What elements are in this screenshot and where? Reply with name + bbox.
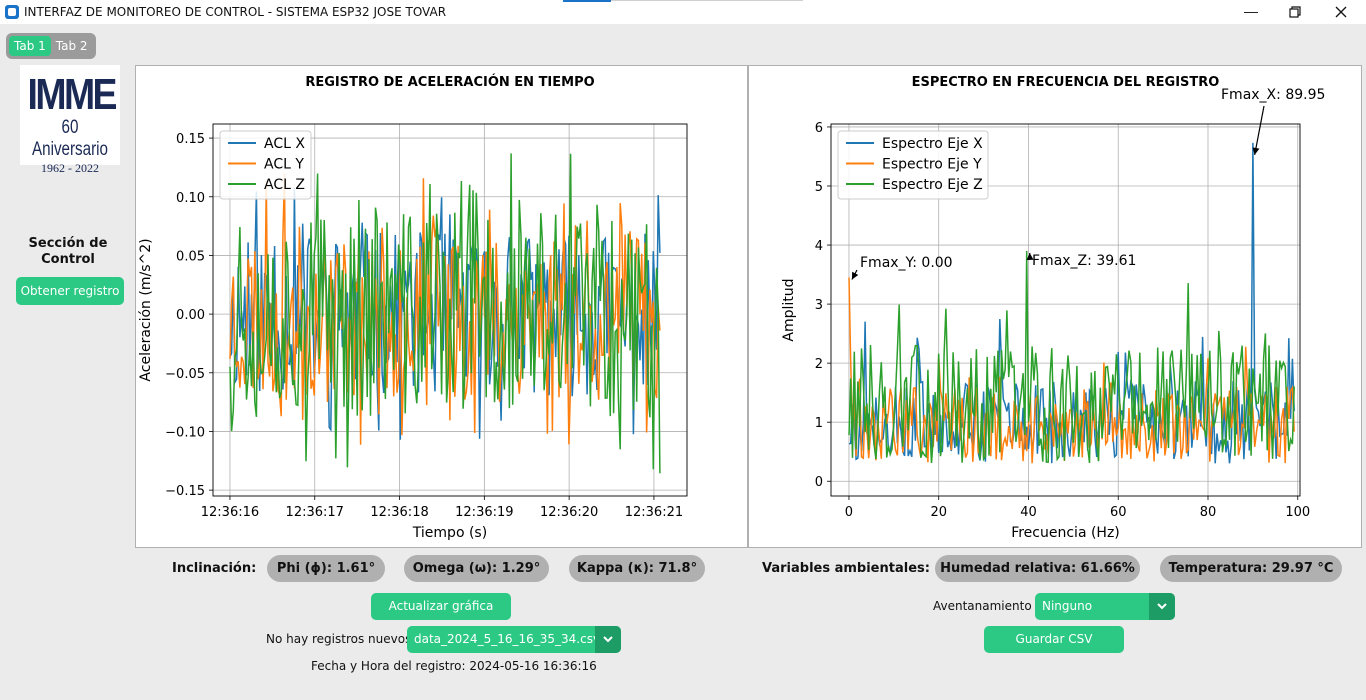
x-tick-label: 0 — [845, 505, 853, 520]
plot-frame — [830, 123, 1301, 497]
y-tick-label: 0.05 — [176, 249, 205, 264]
y-tick-label: 3 — [815, 298, 823, 313]
y-tick-label: 0.15 — [176, 132, 205, 147]
save-csv-button[interactable]: Guardar CSV — [984, 626, 1124, 653]
file-select[interactable]: data_2024_5_16_16_35_34.csv — [407, 626, 621, 653]
y-tick-label: 4 — [815, 239, 823, 254]
record-timestamp: Fecha y Hora del registro: 2024-05-16 16… — [311, 659, 597, 673]
chevron-down-icon[interactable] — [1149, 593, 1175, 620]
legend-label-1: Espectro Eje X — [882, 136, 983, 152]
legend-label-2: ACL Y — [264, 157, 304, 173]
chart-title: ESPECTRO EN FRECUENCIA DEL REGISTRO — [912, 75, 1220, 90]
y-tick-label: 6 — [815, 121, 823, 136]
x-axis-label: Tiempo (s) — [412, 525, 487, 541]
plot-frame — [212, 123, 688, 497]
series-line-1 — [848, 142, 1295, 464]
chart-title: REGISTRO DE ACELERACIÓN EN TIEMPO — [305, 74, 594, 90]
legend-label-1: ACL X — [264, 136, 305, 152]
y-tick-label: 0 — [815, 475, 823, 490]
chevron-down-icon[interactable] — [595, 626, 621, 653]
imme-logo: IMME 60 Aniversario 1962 - 2022 — [20, 65, 120, 175]
humidity-badge: Humedad relativa: 61.66% — [935, 555, 1140, 582]
time-chart-panel: REGISTRO DE ACELERACIÓN EN TIEMPO 12:36:1… — [135, 65, 748, 548]
series-line-3 — [848, 250, 1295, 464]
y-tick-label: 2 — [815, 357, 823, 372]
x-tick-label: 100 — [1285, 505, 1310, 520]
annotation-arrow-1 — [1254, 105, 1265, 156]
x-tick-label: 12:36:21 — [625, 505, 683, 520]
close-icon[interactable] — [1318, 0, 1364, 24]
series-line-3 — [229, 153, 661, 474]
kappa-badge: Kappa (κ): 71.8° — [569, 555, 705, 582]
tab-bar: Tab 1 Tab 2 — [6, 33, 96, 59]
y-tick-label: −0.10 — [165, 425, 205, 440]
y-axis-label: Aceleración (m/s^2) — [138, 238, 154, 381]
y-axis-label: Amplitud — [781, 278, 797, 341]
window-select-value: Ninguno — [1042, 599, 1093, 613]
y-tick-label: −0.15 — [165, 484, 205, 499]
logo-line1: IMME — [27, 70, 118, 119]
annotation-arrowhead-2 — [851, 271, 859, 280]
file-select-value: data_2024_5_16_16_35_34.csv — [414, 632, 601, 646]
x-tick-label: 12:36:20 — [540, 505, 598, 520]
app-icon — [5, 5, 19, 19]
environment-label: Variables ambientales: — [762, 561, 930, 576]
progress-indicator — [563, 0, 611, 2]
legend-box — [837, 130, 989, 200]
legend-label-3: ACL Z — [264, 177, 305, 193]
x-tick-label: 60 — [1110, 505, 1127, 520]
window-title: INTERFAZ DE MONITOREO DE CONTROL - SISTE… — [24, 5, 447, 19]
x-tick-label: 12:36:19 — [455, 505, 513, 520]
progress-track — [611, 0, 803, 1]
annotation-label-1: Fmax_X: 89.95 — [1221, 87, 1325, 103]
time-chart: REGISTRO DE ACELERACIÓN EN TIEMPO 12:36:1… — [138, 74, 688, 541]
window-select[interactable]: Ninguno — [1035, 593, 1175, 620]
annotation-arrowhead-3 — [1026, 252, 1034, 261]
annotation-arrowhead-1 — [1252, 147, 1260, 155]
x-tick-label: 12:36:17 — [286, 505, 344, 520]
x-tick-label: 12:36:16 — [201, 505, 259, 520]
x-tick-label: 12:36:18 — [370, 505, 428, 520]
annotation-label-3: Fmax_Z: 39.61 — [1032, 253, 1136, 269]
minimize-icon[interactable]: — — [1244, 3, 1258, 19]
x-tick-label: 80 — [1200, 505, 1217, 520]
window-label: Aventanamiento — [933, 599, 1032, 613]
title-bar: INTERFAZ DE MONITOREO DE CONTROL - SISTE… — [0, 0, 1366, 24]
logo-line2: 60 Aniversario — [31, 117, 109, 160]
legend-label-3: Espectro Eje Z — [882, 177, 983, 193]
x-tick-label: 20 — [930, 505, 947, 520]
tab-1[interactable]: Tab 1 — [9, 36, 51, 56]
legend-box — [219, 130, 312, 200]
maximize-icon[interactable] — [1272, 0, 1318, 24]
legend-label-2: Espectro Eje Y — [882, 157, 982, 173]
section-title: Sección de Control — [28, 236, 108, 267]
get-record-button[interactable]: Obtener registro — [16, 277, 124, 305]
y-tick-label: 0.10 — [176, 191, 205, 206]
logo-line3: 1962 - 2022 — [41, 161, 99, 175]
omega-badge: Omega (ω): 1.29° — [404, 555, 549, 582]
x-axis-label: Frecuencia (Hz) — [1011, 525, 1120, 541]
phi-badge: Phi (ϕ): 1.61° — [267, 555, 385, 582]
update-chart-button[interactable]: Actualizar gráfica — [371, 593, 511, 620]
tab-2[interactable]: Tab 2 — [55, 39, 88, 53]
y-tick-label: 5 — [815, 180, 823, 195]
y-tick-label: 1 — [815, 416, 823, 431]
temperature-badge: Temperatura: 29.97 °C — [1160, 555, 1342, 582]
y-tick-label: 0.00 — [176, 308, 205, 323]
y-tick-label: −0.05 — [165, 367, 205, 382]
inclination-label: Inclinación: — [172, 561, 257, 576]
freq-chart-panel: ESPECTRO EN FRECUENCIA DEL REGISTRO 0 20 40… — [748, 65, 1362, 548]
x-tick-label: 40 — [1020, 505, 1037, 520]
no-records-label: No hay registros nuevos — [266, 632, 412, 646]
annotation-label-2: Fmax_Y: 0.00 — [860, 255, 953, 271]
